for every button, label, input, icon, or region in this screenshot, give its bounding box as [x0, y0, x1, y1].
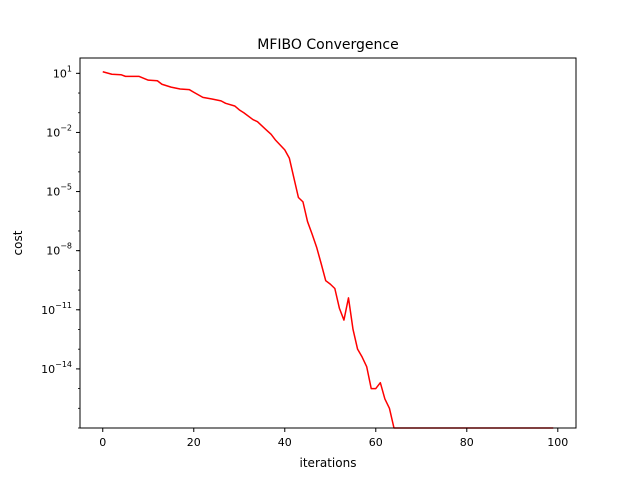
y-tick-label: 10−2 [46, 123, 72, 139]
y-axis-label: cost [11, 230, 25, 255]
x-tick-label: 20 [187, 436, 201, 449]
x-axis-ticks: 0 20 40 60 80 100 [99, 428, 568, 449]
plot-area [102, 71, 554, 429]
y-axis-ticks: 101 10−2 10−5 10−8 10−11 10−14 [41, 64, 80, 429]
x-tick-label: 40 [278, 436, 292, 449]
chart-title: MFIBO Convergence [257, 37, 398, 53]
axes-frame [79, 57, 577, 429]
y-tick-label: 10−11 [41, 301, 72, 317]
y-tick-label: 10−5 [46, 183, 72, 199]
y-tick-label: 10−14 [41, 360, 72, 376]
y-tick-label: 10−8 [46, 242, 72, 258]
x-tick-label: 60 [369, 436, 383, 449]
series-line-0 [102, 71, 554, 429]
x-tick-label: 80 [460, 436, 474, 449]
x-tick-label: 0 [99, 436, 106, 449]
y-tick-label: 101 [53, 64, 72, 80]
x-axis-label: iterations [300, 456, 357, 470]
x-tick-label: 100 [547, 436, 568, 449]
